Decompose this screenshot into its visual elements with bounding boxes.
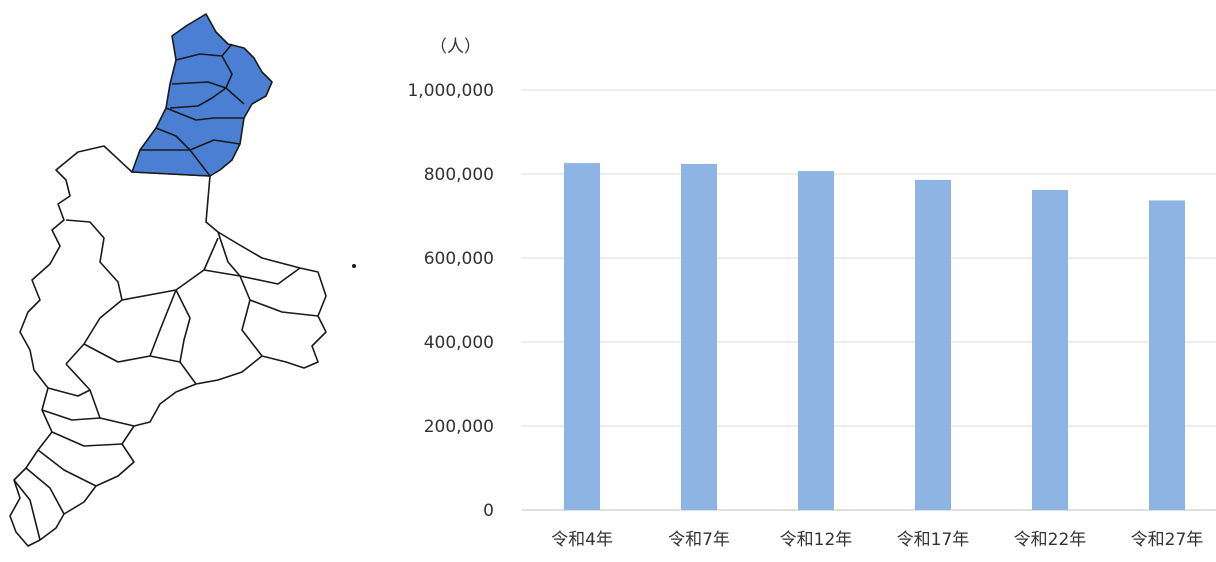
x-tick-label: 令和7年 xyxy=(668,530,730,550)
y-tick-label: 1,000,000 xyxy=(407,81,494,101)
gridlines xyxy=(522,89,1216,511)
y-tick-label: 0 xyxy=(483,501,494,521)
x-tick-labels: 令和4年 令和7年 令和12年 令和17年 令和22年 令和27年 xyxy=(551,530,1203,550)
prefecture-map xyxy=(9,13,356,547)
x-tick-label: 令和17年 xyxy=(897,530,970,550)
y-tick-labels: 0 200,000 400,000 600,000 800,000 1,000,000 xyxy=(407,81,494,521)
map-southern-region xyxy=(9,145,327,547)
bars xyxy=(564,163,1185,511)
bar-4 xyxy=(915,179,951,510)
x-tick-label: 令和27年 xyxy=(1131,530,1204,550)
y-tick-label: 600,000 xyxy=(424,249,494,269)
map-island xyxy=(352,264,356,268)
bar-2 xyxy=(681,163,717,511)
y-tick-label: 800,000 xyxy=(424,165,494,185)
bar-1 xyxy=(564,163,600,510)
bar-5 xyxy=(1032,189,1068,510)
bar-3 xyxy=(798,171,834,510)
map-highlighted-region xyxy=(131,13,273,177)
y-unit-label: （人） xyxy=(430,37,481,57)
y-tick-label: 400,000 xyxy=(424,333,494,353)
y-tick-label: 200,000 xyxy=(424,417,494,437)
bar-6 xyxy=(1149,200,1185,510)
x-tick-label: 令和12年 xyxy=(780,530,853,550)
x-tick-label: 令和4年 xyxy=(551,530,613,550)
x-tick-label: 令和22年 xyxy=(1014,530,1087,550)
population-bar-chart: （人） 0 200,000 400,000 600,000 800,000 1,000,0… xyxy=(407,37,1216,550)
